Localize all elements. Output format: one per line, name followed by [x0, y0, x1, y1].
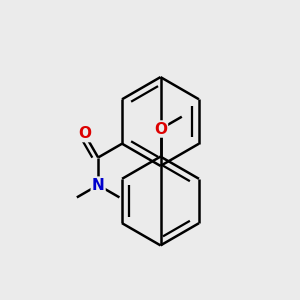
Text: O: O — [78, 126, 91, 141]
Text: N: N — [92, 178, 104, 193]
Text: O: O — [154, 122, 167, 136]
